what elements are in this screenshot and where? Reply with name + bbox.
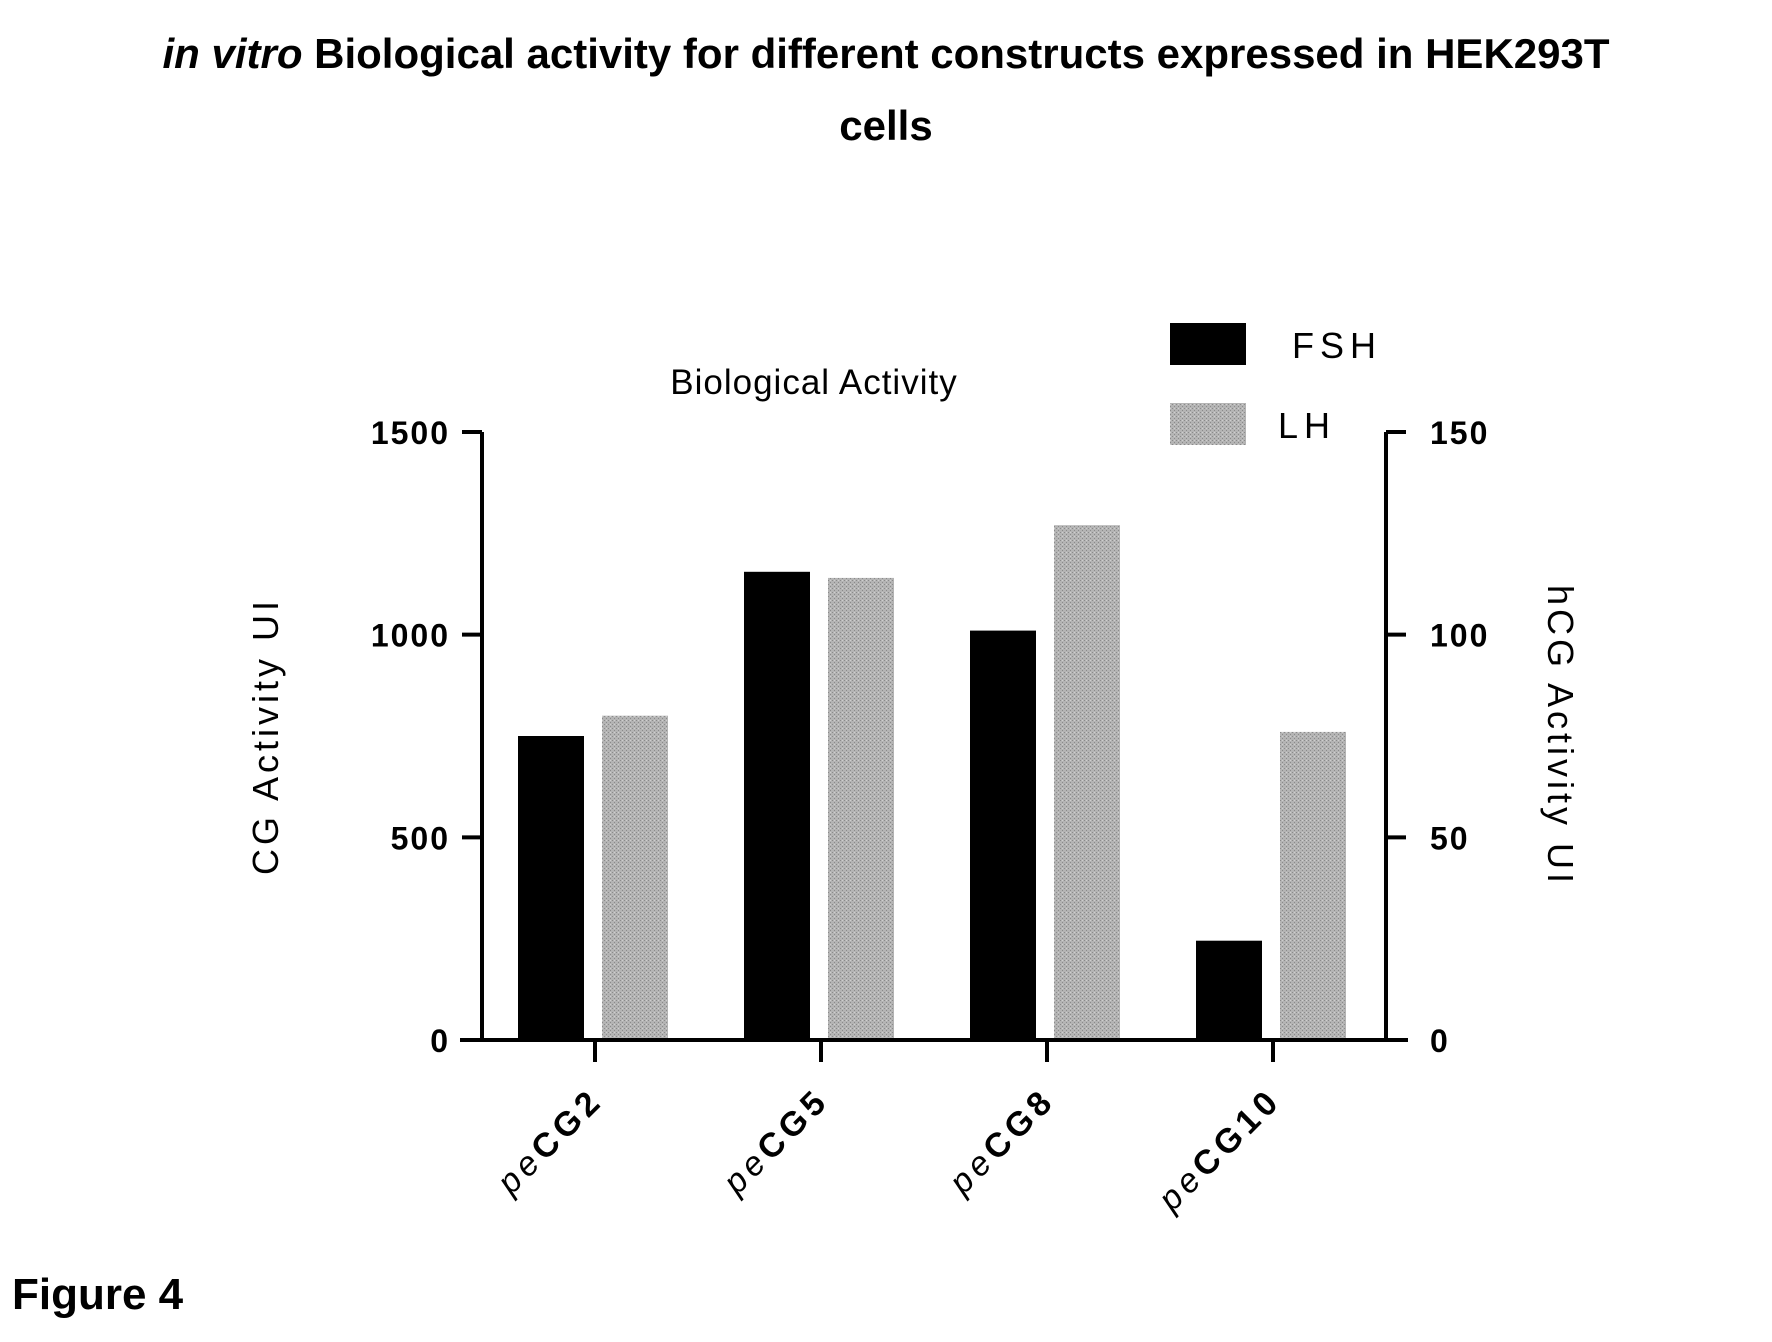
bar-lh-cg10: [1280, 731, 1346, 1040]
x-tick-label-name: CG5: [750, 1081, 837, 1168]
axes-group: 0 500 1000 1500 0 50 100 150 peCG2 peCG5 peCG8 peCG…: [245, 415, 1581, 1219]
figure-label: Figure 4: [12, 1270, 184, 1319]
bars-group: [518, 525, 1346, 1040]
page-title: in vitro Biological activity for differe…: [0, 18, 1772, 162]
page-title-rest: Biological activity for different constr…: [302, 30, 1610, 77]
bar-lh-cg8: [1054, 525, 1120, 1040]
legend-swatch-fsh: [1170, 323, 1246, 365]
legend-label-fsh: FSH: [1292, 325, 1382, 366]
page-title-line-2: cells: [839, 102, 933, 149]
legend: FSH LH: [1170, 323, 1382, 446]
bar-lh-cg5: [828, 577, 894, 1040]
y-tick-label-left: 1500: [371, 415, 450, 451]
legend-label-lh: LH: [1278, 405, 1336, 446]
x-tick-label: peCG5: [715, 1081, 836, 1202]
bar-fsh-cg8: [970, 630, 1036, 1040]
legend-swatch-lh: [1170, 403, 1246, 445]
page-title-line-1: in vitro Biological activity for differe…: [0, 18, 1772, 90]
x-tick-label-name: CG8: [976, 1081, 1063, 1168]
y-axis-left-title: CG Activity UI: [245, 597, 286, 875]
y-tick-label-left: 1000: [371, 618, 450, 654]
bar-fsh-cg5: [744, 571, 810, 1040]
page-title-italic: in vitro: [162, 30, 303, 77]
x-tick-label: peCG10: [1150, 1081, 1288, 1219]
x-tick-label-name: CG10: [1185, 1081, 1289, 1185]
bar-lh-cg2: [602, 715, 668, 1040]
y-axis-right-title: hCG Activity UI: [1540, 585, 1581, 887]
y-tick-label-right: 0: [1430, 1023, 1450, 1059]
x-tick-label: peCG8: [941, 1081, 1062, 1202]
y-tick-label-right: 150: [1430, 415, 1489, 451]
y-tick-label-left: 500: [391, 820, 450, 856]
y-tick-label-left: 0: [430, 1023, 450, 1059]
bar-fsh-cg10: [1196, 940, 1262, 1040]
x-tick-label-name: CG2: [524, 1081, 611, 1168]
y-tick-label-right: 50: [1430, 820, 1470, 856]
bar-fsh-cg2: [518, 736, 584, 1040]
chart-title: Biological Activity: [670, 363, 957, 402]
y-tick-label-right: 100: [1430, 618, 1489, 654]
x-tick-label: peCG2: [489, 1081, 610, 1202]
